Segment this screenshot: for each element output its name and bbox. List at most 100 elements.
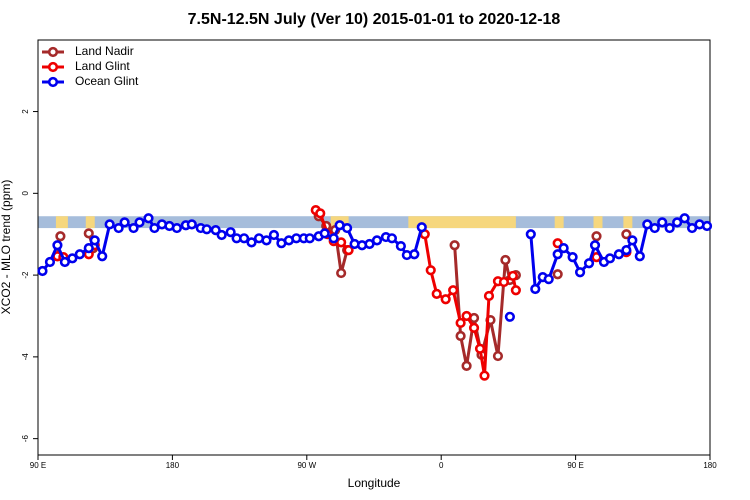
point [558, 243, 569, 254]
x-tick-label: 90 E [567, 461, 583, 470]
point [74, 249, 85, 260]
point [657, 217, 668, 228]
point [89, 235, 100, 246]
x-tick-label: 90 W [297, 461, 316, 470]
point [83, 228, 94, 239]
legend-marker [47, 76, 59, 88]
y-axis-label: XCO2 - MLO trend (ppm) [0, 180, 13, 315]
point [128, 222, 139, 234]
legend-marker [47, 61, 59, 73]
point [342, 222, 353, 234]
point [500, 254, 511, 266]
point [225, 227, 236, 238]
x-tick-label: 180 [166, 461, 180, 470]
point [461, 310, 472, 322]
point [409, 249, 420, 260]
point [416, 222, 427, 233]
point [530, 283, 541, 295]
land-segment [593, 216, 603, 229]
point [672, 217, 683, 228]
point [634, 251, 645, 262]
plot-frame [37, 39, 711, 456]
y-tick-label: -2 [21, 271, 30, 279]
point [574, 267, 586, 278]
point [621, 229, 632, 240]
point [52, 240, 63, 251]
point [143, 213, 154, 224]
x-tick-label: 180 [703, 461, 717, 470]
point [425, 265, 436, 276]
point [525, 229, 536, 240]
point [504, 311, 515, 322]
point [104, 219, 115, 230]
point [679, 213, 690, 224]
point [589, 240, 601, 251]
legend-label: Ocean Glint [75, 74, 139, 88]
point [449, 240, 460, 251]
point [216, 229, 227, 241]
point [567, 252, 578, 263]
point [613, 249, 625, 260]
point [186, 219, 197, 230]
point [440, 294, 451, 305]
point [583, 258, 595, 269]
x-tick-label: 90 E [30, 461, 46, 470]
point [510, 285, 521, 296]
x-axis-label: Longitude [348, 476, 401, 490]
point [642, 219, 653, 230]
point [431, 288, 442, 300]
point [627, 235, 638, 246]
point [119, 217, 130, 228]
y-tick-label: 2 [21, 109, 30, 114]
point [261, 235, 272, 246]
x-tick-label: 0 [439, 461, 444, 470]
reference-band [38, 216, 710, 229]
land-segment [55, 216, 68, 229]
point [304, 233, 315, 244]
point [201, 224, 212, 235]
point [268, 229, 280, 241]
land-segment [85, 216, 95, 229]
point [44, 256, 56, 268]
point [67, 253, 78, 264]
point [371, 235, 383, 246]
point [171, 222, 182, 234]
point [59, 256, 70, 268]
legend-marker [47, 46, 59, 58]
point [246, 237, 257, 248]
point [328, 233, 339, 244]
y-tick-label: 0 [21, 191, 30, 196]
point [315, 208, 326, 219]
point [621, 245, 632, 256]
point [149, 222, 160, 234]
land-segment [623, 216, 633, 229]
point [591, 231, 602, 242]
point [461, 360, 472, 371]
point [336, 237, 347, 248]
point [468, 322, 480, 333]
point [319, 228, 330, 239]
point [395, 240, 406, 252]
point [455, 317, 466, 329]
land-segment [408, 216, 516, 229]
point [507, 270, 518, 282]
chart-title: 7.5N-12.5N July (Ver 10) 2015-01-01 to 2… [188, 11, 561, 28]
point [343, 245, 354, 256]
point [492, 350, 504, 362]
point [604, 253, 616, 264]
point [552, 269, 563, 280]
point [543, 274, 554, 285]
point [55, 231, 66, 242]
y-tick-label: -4 [21, 353, 30, 361]
point [649, 222, 660, 234]
point [448, 285, 459, 296]
point [498, 276, 510, 288]
point [83, 243, 94, 254]
y-tick-label: -6 [21, 435, 30, 443]
point [134, 217, 145, 228]
point [686, 222, 698, 234]
point [479, 370, 490, 381]
point [113, 222, 124, 234]
legend-label: Land Glint [75, 59, 130, 73]
legend-label: Land Nadir [75, 44, 134, 58]
